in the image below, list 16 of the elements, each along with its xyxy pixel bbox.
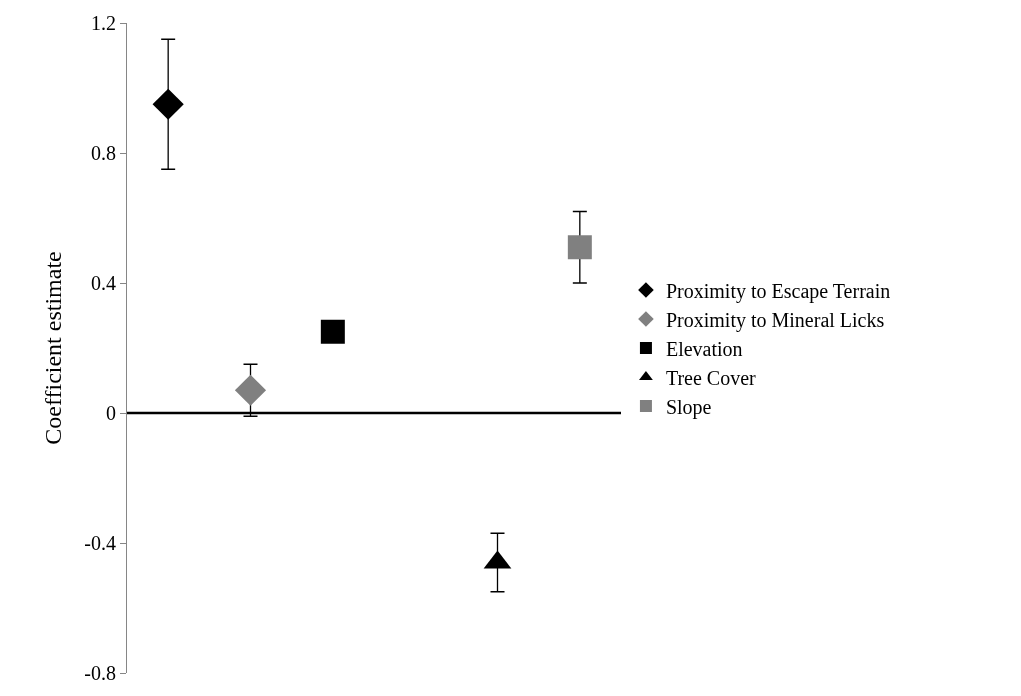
y-tick-label: 0.8 [91, 142, 116, 164]
legend-label: Proximity to Escape Terrain [665, 279, 891, 303]
y-tick-label: -0.8 [84, 662, 116, 684]
legend-label: Proximity to Mineral Licks [665, 308, 885, 332]
point [567, 235, 592, 260]
y-tick-label: 1.2 [91, 12, 116, 34]
legend-label: Slope [665, 395, 712, 419]
point [234, 374, 267, 406]
y-tick-label: -0.4 [84, 532, 116, 554]
point [320, 319, 345, 344]
point [152, 88, 184, 120]
y-axis-title: Coefficient estimate [40, 251, 67, 445]
legend-label: Elevation [665, 337, 743, 360]
legend-label: Tree Cover [665, 366, 757, 389]
y-tick-label: 0 [106, 402, 116, 424]
y-tick-label: 0.4 [91, 272, 116, 294]
